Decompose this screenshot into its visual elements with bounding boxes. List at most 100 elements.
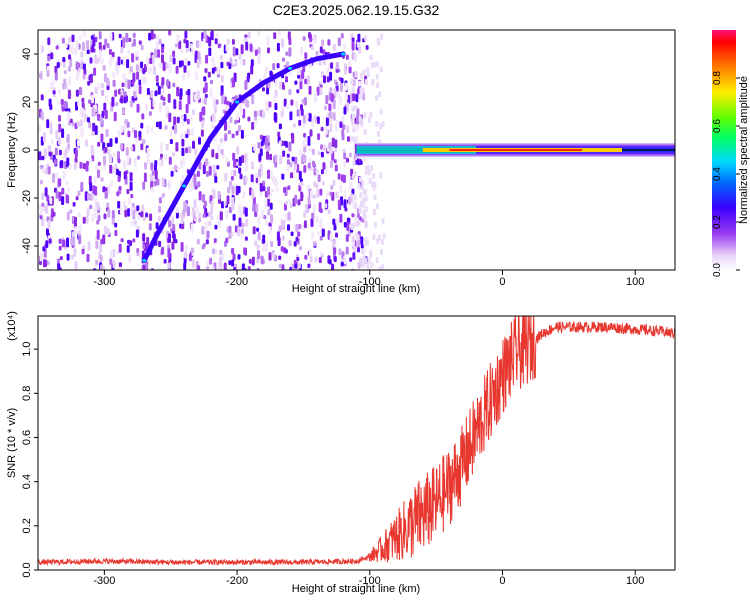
noise-cell <box>168 156 172 165</box>
noise-cell <box>100 58 104 65</box>
y-tick-label: 0.4 <box>21 474 33 489</box>
noise-cell <box>141 204 145 212</box>
noise-cell <box>120 89 124 94</box>
noise-cell <box>233 159 237 168</box>
noise-cell <box>59 256 63 261</box>
noise-cell <box>352 222 356 229</box>
noise-cell <box>210 30 214 41</box>
noise-cell <box>214 224 218 230</box>
spectrogram-noise <box>38 30 386 270</box>
noise-cell <box>238 217 242 227</box>
noise-cell <box>174 164 178 171</box>
noise-cell <box>116 65 120 75</box>
noise-cell <box>118 243 122 253</box>
noise-cell <box>343 152 347 160</box>
noise-cell <box>231 39 235 45</box>
noise-cell <box>326 68 330 77</box>
noise-cell <box>320 71 324 78</box>
noise-cell <box>138 79 142 86</box>
drifting-tone-peak <box>235 100 240 104</box>
noise-cell <box>322 49 326 55</box>
noise-cell <box>101 89 105 96</box>
noise-cell <box>320 144 323 150</box>
noise-cell <box>317 231 321 236</box>
noise-cell <box>340 77 344 84</box>
noise-cell <box>214 176 218 183</box>
noise-cell <box>332 112 336 121</box>
noise-cell <box>158 121 162 130</box>
noise-cell <box>307 263 311 268</box>
noise-cell <box>110 249 114 259</box>
noise-cell <box>288 240 292 247</box>
noise-cell <box>255 172 258 178</box>
noise-cell <box>96 202 100 211</box>
noise-cell <box>322 162 326 170</box>
noise-cell <box>354 105 358 112</box>
noise-cell <box>54 65 58 74</box>
noise-cell <box>179 88 183 97</box>
noise-cell <box>325 117 329 126</box>
noise-cell <box>272 252 276 260</box>
noise-cell <box>148 111 152 116</box>
noise-cell <box>119 207 123 215</box>
noise-cell <box>265 220 269 226</box>
noise-cell <box>85 216 89 224</box>
noise-cell <box>377 234 381 241</box>
noise-cell <box>294 156 298 165</box>
noise-cell <box>127 79 131 90</box>
noise-cell <box>244 176 248 182</box>
noise-cell <box>219 211 223 221</box>
noise-cell <box>295 223 299 233</box>
noise-cell <box>369 111 373 118</box>
noise-cell <box>96 229 100 240</box>
noise-cell <box>83 68 87 75</box>
noise-cell <box>157 216 161 222</box>
noise-cell <box>149 66 153 72</box>
noise-cell <box>340 82 343 92</box>
noise-cell <box>343 161 347 168</box>
noise-cell <box>232 152 236 161</box>
noise-cell <box>107 208 111 218</box>
noise-cell <box>251 189 255 199</box>
noise-cell <box>161 88 165 96</box>
noise-cell <box>320 151 324 158</box>
noise-cell <box>47 37 51 46</box>
noise-cell <box>351 87 355 94</box>
noise-cell <box>49 104 53 110</box>
noise-cell <box>93 104 97 109</box>
noise-cell <box>65 247 69 252</box>
noise-cell <box>278 30 281 36</box>
noise-cell <box>317 133 321 140</box>
noise-cell <box>208 212 212 217</box>
noise-cell <box>89 57 93 64</box>
noise-cell <box>137 155 140 160</box>
noise-cell <box>148 32 152 41</box>
noise-cell <box>108 48 112 55</box>
noise-cell <box>158 38 162 45</box>
noise-cell <box>256 244 260 250</box>
noise-cell <box>122 200 126 207</box>
noise-cell <box>259 183 263 192</box>
noise-cell <box>374 221 377 228</box>
noise-cell <box>153 180 157 187</box>
noise-cell <box>105 129 109 137</box>
noise-cell <box>67 187 71 192</box>
noise-cell <box>359 72 363 79</box>
noise-cell <box>136 103 140 113</box>
noise-cell <box>112 152 116 158</box>
noise-cell <box>283 187 286 193</box>
noise-cell <box>145 103 148 111</box>
noise-cell <box>126 245 130 253</box>
noise-cell <box>95 259 99 266</box>
noise-cell <box>317 151 321 156</box>
noise-cell <box>244 207 248 217</box>
noise-cell <box>206 230 210 239</box>
noise-cell <box>152 65 156 75</box>
noise-cell <box>126 188 130 195</box>
noise-cell <box>136 205 140 212</box>
noise-cell <box>69 118 73 124</box>
noise-cell <box>80 127 84 138</box>
noise-cell <box>103 213 107 220</box>
noise-cell <box>106 228 110 235</box>
